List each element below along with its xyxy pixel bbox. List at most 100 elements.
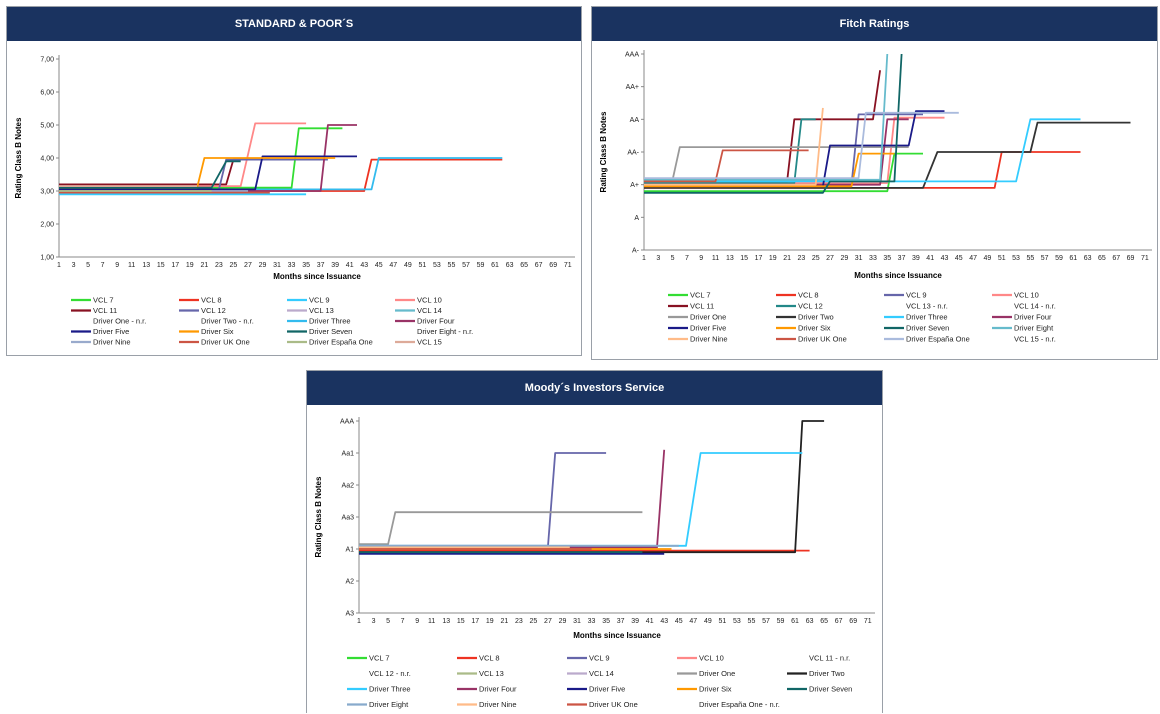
legend-label: Driver Four: [417, 317, 455, 326]
x-tick-label: 53: [733, 618, 741, 625]
x-tick-label: 53: [1012, 255, 1020, 262]
series-line-12: [59, 155, 357, 191]
y-tick-label: 5,00: [40, 123, 54, 130]
x-tick-label: 59: [777, 618, 785, 625]
legend-label: Driver Two - n.r.: [201, 317, 254, 326]
x-tick-label: 67: [535, 262, 543, 269]
legend: VCL 7 VCL 8 VCL 9 VCL 10 VCL 11 VCL 12 VCL 13 …: [668, 291, 1056, 344]
x-tick-label: 1: [642, 255, 646, 262]
legend-label: Driver Six: [201, 327, 234, 336]
x-tick-label: 39: [631, 618, 639, 625]
legend-label: Driver Six: [699, 685, 732, 694]
x-tick-label: 61: [1069, 255, 1077, 262]
legend-label: Driver UK One: [201, 338, 250, 347]
x-tick-label: 47: [969, 255, 977, 262]
x-tick-label: 61: [791, 618, 799, 625]
series-line-2: [359, 452, 607, 547]
legend-label: VCL 13 - n.r.: [906, 302, 948, 311]
x-tick-label: 7: [401, 618, 405, 625]
y-tick-label: 6,00: [40, 90, 54, 97]
sp-chart-title: STANDARD & POOR´S: [7, 7, 581, 41]
x-tick-label: 55: [448, 262, 456, 269]
legend-label: Driver Five: [690, 324, 726, 333]
x-tick-label: 41: [646, 618, 654, 625]
x-tick-label: 27: [244, 262, 252, 269]
x-tick-label: 17: [471, 618, 479, 625]
x-tick-label: 71: [1141, 255, 1149, 262]
x-tick-label: 51: [418, 262, 426, 269]
legend-label: Driver Eight - n.r.: [417, 327, 473, 336]
x-tick-label: 13: [442, 618, 450, 625]
y-tick-label: Aa2: [342, 483, 355, 490]
x-tick-label: 69: [1127, 255, 1135, 262]
x-tick-label: 65: [1098, 255, 1106, 262]
y-axis-title: Rating Class B Notes: [314, 476, 323, 557]
legend-label: VCL 8: [798, 291, 819, 300]
x-tick-label: 21: [500, 618, 508, 625]
fitch-chart-title: Fitch Ratings: [592, 7, 1157, 41]
x-tick-label: 31: [273, 262, 281, 269]
legend-label: VCL 11: [690, 302, 714, 311]
series-line-3: [59, 122, 307, 187]
legend-label: VCL 11: [93, 306, 117, 315]
legend-label: VCL 13: [309, 306, 334, 315]
x-tick-label: 45: [955, 255, 963, 262]
legend-label: Driver One: [690, 313, 726, 322]
x-tick-label: 29: [840, 255, 848, 262]
y-axis-title: Rating Class B Notes: [14, 117, 23, 198]
series-line-11: [644, 118, 909, 186]
x-tick-label: 63: [506, 262, 514, 269]
y-tick-label: Aa3: [342, 515, 355, 522]
moodys-chart-title: Moody´s Investors Service: [307, 371, 882, 405]
legend-label: VCL 10: [1014, 291, 1039, 300]
series-line-14: [59, 160, 241, 189]
x-tick-label: 37: [317, 262, 325, 269]
series-line-16: [644, 107, 824, 186]
y-tick-label: 1,00: [40, 255, 54, 262]
x-tick-label: 39: [912, 255, 920, 262]
legend-label: Driver Eight: [1014, 324, 1054, 333]
x-tick-label: 21: [783, 255, 791, 262]
y-tick-label: AA+: [626, 84, 639, 91]
legend-label: Driver España One: [309, 338, 373, 347]
x-tick-label: 69: [849, 618, 857, 625]
y-tick-label: A-: [632, 248, 640, 255]
x-tick-label: 69: [549, 262, 557, 269]
x-tick-label: 3: [72, 262, 76, 269]
x-tick-label: 65: [820, 618, 828, 625]
series-line-11: [359, 449, 666, 549]
x-tick-label: 1: [357, 618, 361, 625]
legend-label: VCL 12: [201, 306, 226, 315]
legend-label: Driver Three: [906, 313, 948, 322]
x-tick-label: 27: [544, 618, 552, 625]
x-tick-label: 9: [115, 262, 119, 269]
x-tick-label: 17: [755, 255, 763, 262]
legend-label: Driver Nine: [93, 338, 131, 347]
x-tick-label: 41: [926, 255, 934, 262]
x-tick-label: 5: [86, 262, 90, 269]
x-tick-label: 23: [798, 255, 806, 262]
series-line-18: [644, 111, 959, 179]
x-tick-label: 17: [171, 262, 179, 269]
legend-label: Driver Nine: [479, 700, 517, 709]
legend-label: Driver España One: [906, 335, 970, 344]
x-tick-label: 31: [573, 618, 581, 625]
y-tick-label: AAA: [625, 52, 639, 59]
y-tick-label: Aa1: [342, 451, 355, 458]
x-tick-label: 19: [186, 262, 194, 269]
y-tick-label: 2,00: [40, 222, 54, 229]
legend-label: Driver Seven: [906, 324, 949, 333]
x-tick-label: 23: [515, 618, 523, 625]
x-tick-label: 9: [415, 618, 419, 625]
x-tick-label: 19: [486, 618, 494, 625]
legend-label: Driver Six: [798, 324, 831, 333]
legend-label: Driver Three: [369, 685, 411, 694]
x-tick-label: 65: [520, 262, 528, 269]
x-tick-label: 21: [200, 262, 208, 269]
series-line-4: [644, 70, 881, 183]
x-tick-label: 15: [157, 262, 165, 269]
legend-label: VCL 9: [906, 291, 927, 300]
